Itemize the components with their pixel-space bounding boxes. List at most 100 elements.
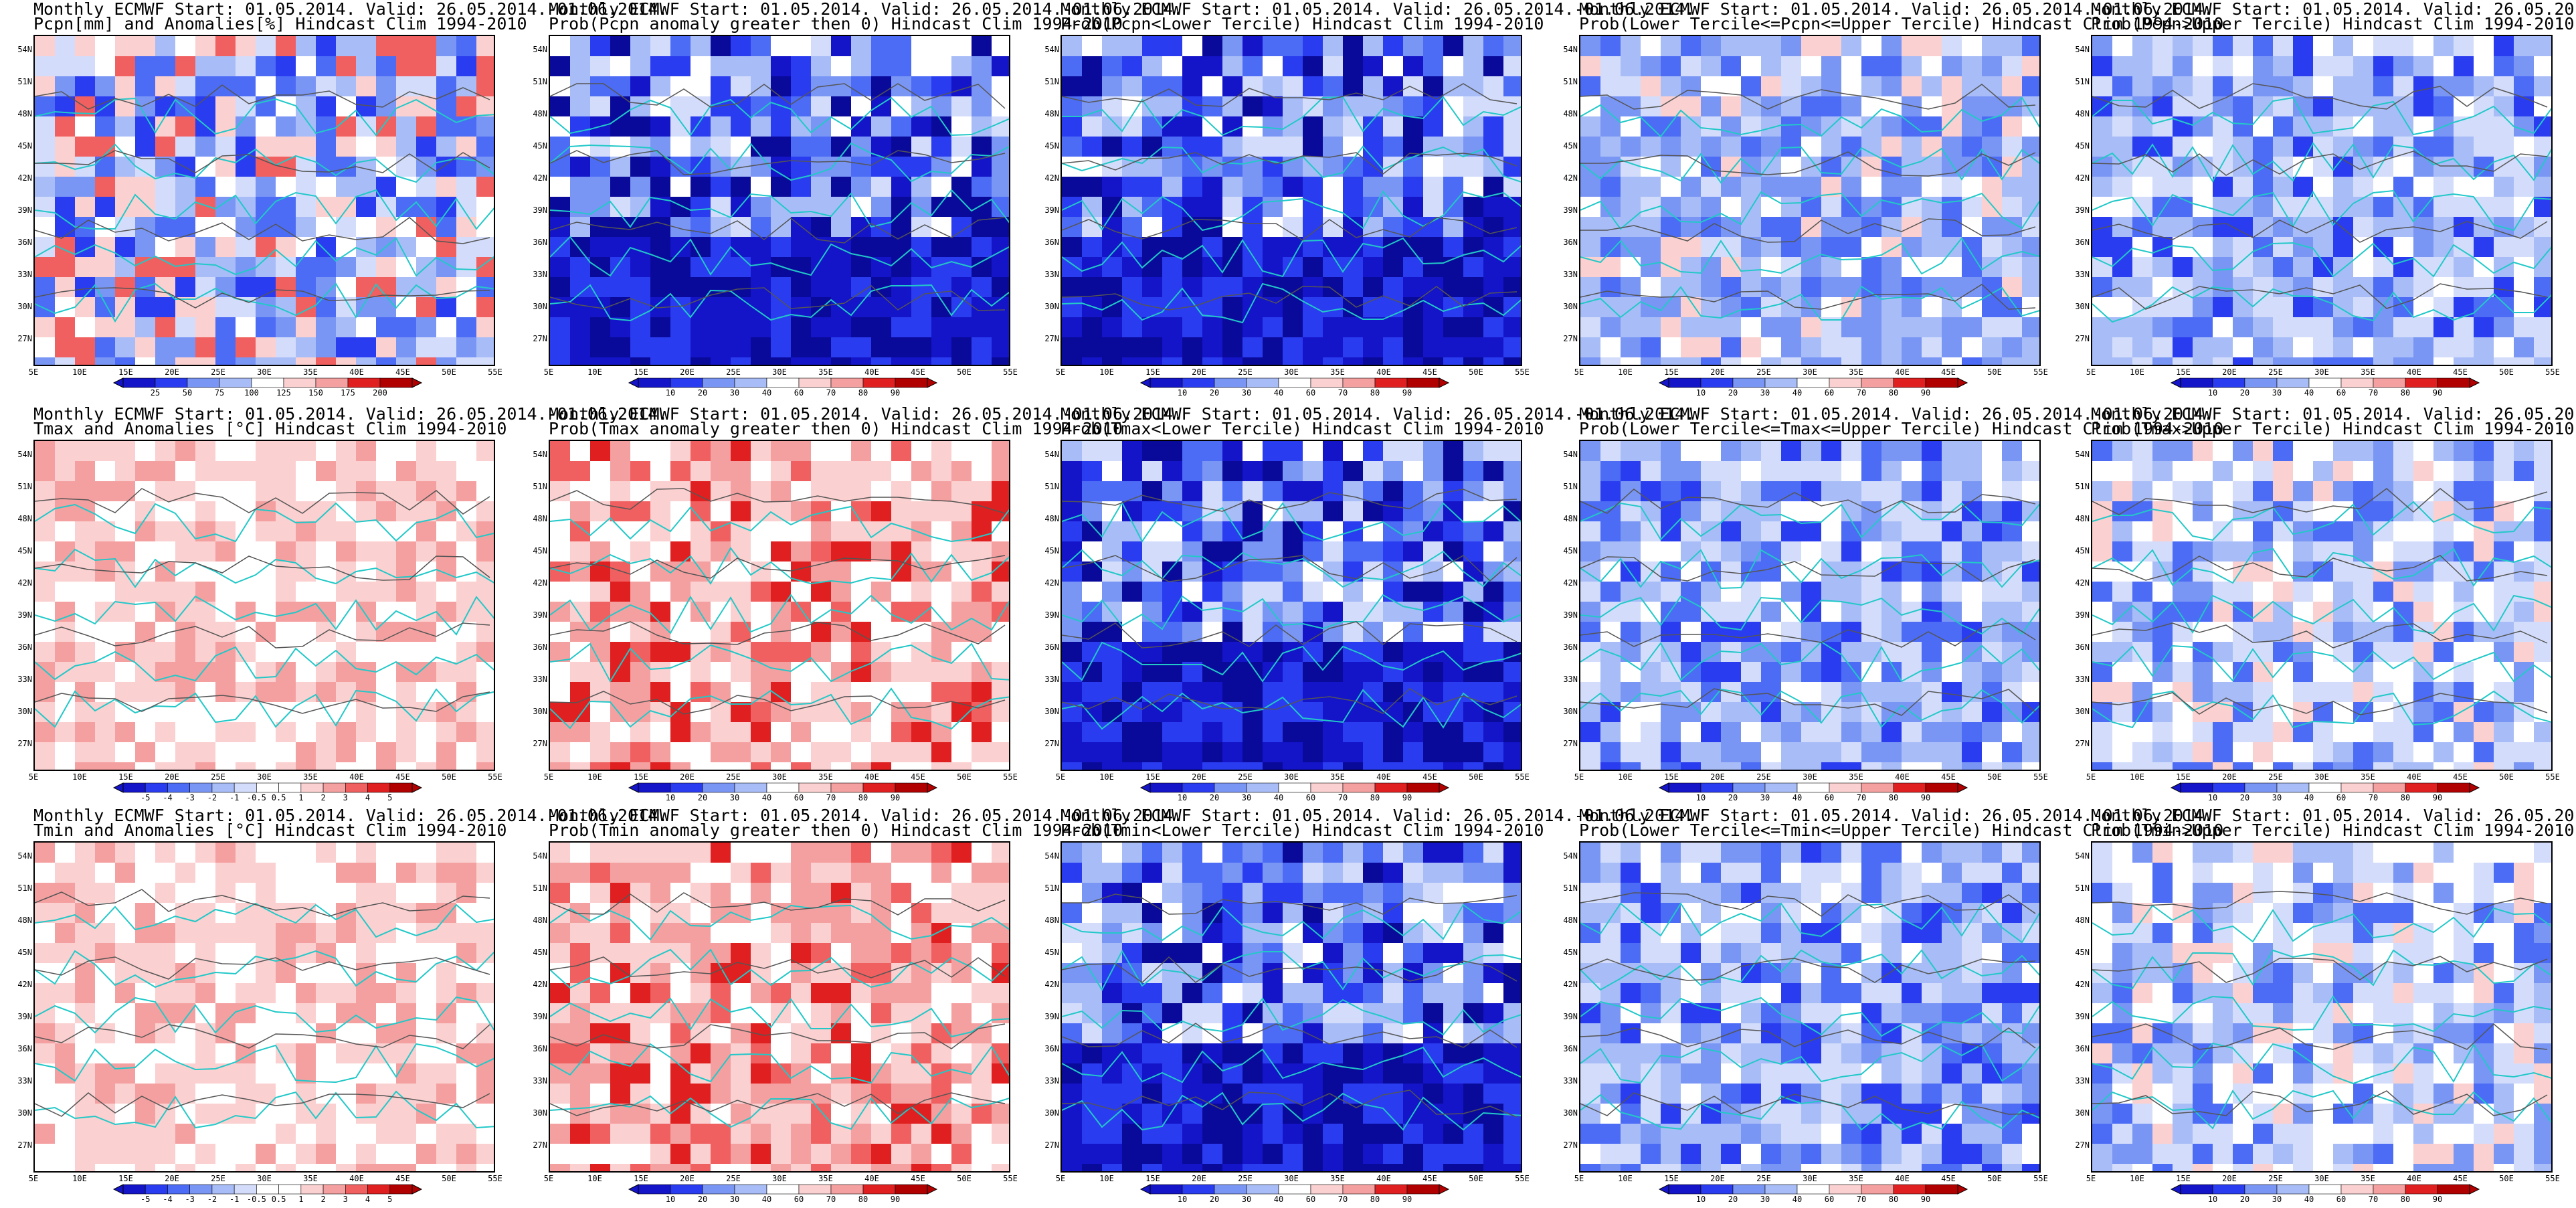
longitude-label: 50E xyxy=(436,1174,462,1183)
colorbar-arrow-left xyxy=(2171,783,2181,792)
field-cell xyxy=(1781,277,1801,297)
field-cell xyxy=(1821,662,1841,682)
colorbar-tick-label: 80 xyxy=(1360,388,1390,398)
field-cell xyxy=(871,116,891,137)
field-cell xyxy=(1681,622,1701,642)
field-cell xyxy=(1781,257,1801,277)
field-cell xyxy=(1263,157,1283,177)
field-cell xyxy=(2173,357,2193,366)
field-cell xyxy=(891,56,911,76)
field-cell xyxy=(1443,237,1463,257)
field-cell xyxy=(1922,116,1942,137)
field-cell xyxy=(1600,642,1621,662)
field-cell xyxy=(2273,642,2293,662)
longitude-label: 20E xyxy=(159,367,185,377)
longitude-label: 15E xyxy=(2170,772,2197,782)
field-cell xyxy=(276,137,296,157)
field-cell xyxy=(356,582,376,602)
field-cell xyxy=(1962,481,1982,501)
field-cell xyxy=(175,461,195,481)
field-cell xyxy=(35,762,55,771)
field-cell xyxy=(751,582,771,602)
field-cell xyxy=(1463,602,1483,622)
field-cell xyxy=(1403,337,1423,357)
field-cell xyxy=(416,297,436,317)
field-cell xyxy=(711,137,731,157)
field-cell xyxy=(296,337,316,357)
field-cell xyxy=(55,337,75,357)
field-cell xyxy=(2112,441,2132,461)
field-cell xyxy=(1982,562,2002,582)
colorbar-arrow-right xyxy=(2470,783,2479,792)
field-cell xyxy=(2293,36,2313,56)
latitude-label: 45N xyxy=(12,948,32,957)
field-cell xyxy=(951,481,972,501)
colorbar-tick-label: 70 xyxy=(1847,388,1876,398)
field-cell xyxy=(691,56,711,76)
field-cell xyxy=(1761,602,1781,622)
field-cell xyxy=(1902,541,1922,562)
field-cell xyxy=(356,1104,376,1124)
latitude-label: 48N xyxy=(2069,514,2090,523)
field-cell xyxy=(135,722,155,742)
field-cell xyxy=(316,237,336,257)
field-cell xyxy=(1861,257,1881,277)
field-cell xyxy=(2474,76,2494,96)
colorbar-segment xyxy=(767,378,799,387)
field-cell xyxy=(2273,297,2293,317)
field-cell xyxy=(376,36,396,56)
field-cell xyxy=(891,441,911,461)
field-cell xyxy=(1443,602,1463,622)
field-cell xyxy=(75,337,95,357)
field-cell xyxy=(2313,177,2333,197)
field-cell xyxy=(911,722,931,742)
field-cell xyxy=(1263,177,1283,197)
field-cell xyxy=(2373,36,2393,56)
field-cell xyxy=(236,943,256,963)
field-cell xyxy=(1982,317,2002,337)
field-cell xyxy=(630,56,650,76)
field-cell xyxy=(1122,481,1142,501)
field-cell xyxy=(911,157,931,177)
field-cell xyxy=(2233,297,2253,317)
longitude-label: 50E xyxy=(436,367,462,377)
field-cell xyxy=(75,177,95,197)
field-cell xyxy=(2002,441,2022,461)
field-cell xyxy=(416,56,436,76)
field-cell xyxy=(2002,177,2022,197)
colorbar-segment xyxy=(323,783,345,792)
field-cell xyxy=(396,317,416,337)
field-cell xyxy=(771,642,791,662)
field-cell xyxy=(1162,762,1182,771)
field-cell xyxy=(1801,56,1821,76)
field-cell xyxy=(416,237,436,257)
field-cell xyxy=(256,1164,276,1173)
field-cell xyxy=(1423,297,1443,317)
field-cell xyxy=(2333,541,2353,562)
colorbar-segment xyxy=(1797,378,1829,387)
field-cell xyxy=(1580,177,1600,197)
field-cell xyxy=(1202,662,1222,682)
field-cell xyxy=(731,257,751,277)
field-cell xyxy=(911,762,931,771)
field-cell xyxy=(1580,582,1600,602)
field-cell xyxy=(1861,541,1881,562)
field-cell xyxy=(2413,602,2433,622)
field-cell xyxy=(55,541,75,562)
field-cell xyxy=(135,56,155,76)
field-cell xyxy=(1243,137,1263,157)
field-cell xyxy=(2022,157,2041,177)
field-cell xyxy=(670,602,691,622)
field-cell xyxy=(35,481,55,501)
field-cell xyxy=(2373,277,2393,297)
field-cell xyxy=(2534,36,2553,56)
field-cell xyxy=(215,742,236,762)
field-cell xyxy=(2313,277,2333,297)
field-cell xyxy=(951,843,972,863)
field-cell xyxy=(95,441,115,461)
field-cell xyxy=(771,481,791,501)
field-cell xyxy=(1202,36,1222,56)
field-cell xyxy=(1841,36,1861,56)
field-cell xyxy=(416,317,436,337)
